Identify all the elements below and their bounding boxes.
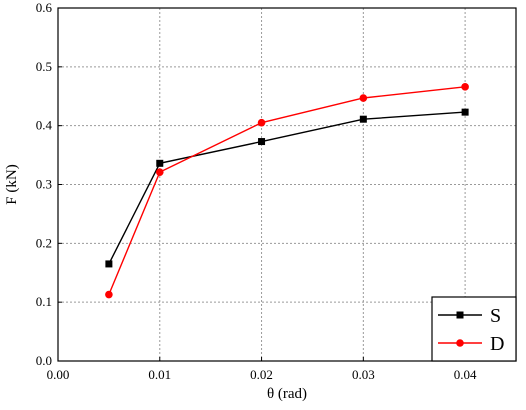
series-line bbox=[108, 86, 466, 295]
x-tick-label: 0.01 bbox=[148, 367, 171, 382]
legend-box bbox=[431, 296, 517, 362]
series-S bbox=[105, 108, 469, 268]
legend-label: D bbox=[490, 333, 504, 355]
y-axis: 0.0 0.1 0.2 0.3 0.4 0.5 0.6 bbox=[36, 0, 62, 368]
y-axis-label: F (kN) bbox=[4, 164, 20, 204]
legend-marker bbox=[456, 311, 464, 319]
series bbox=[105, 83, 469, 299]
x-tick-label: 0.04 bbox=[454, 367, 477, 382]
y-tick-label: 0.5 bbox=[36, 59, 52, 74]
series-D bbox=[105, 83, 469, 299]
y-tick-label: 0.4 bbox=[36, 118, 53, 133]
data-point bbox=[105, 260, 113, 268]
data-point bbox=[156, 159, 164, 167]
y-tick-label: 0.6 bbox=[36, 0, 53, 15]
data-point bbox=[461, 83, 469, 91]
x-tick-label: 0.00 bbox=[47, 367, 70, 382]
y-tick-label: 0.0 bbox=[36, 353, 52, 368]
data-point bbox=[257, 118, 266, 127]
legend-label: S bbox=[490, 305, 501, 327]
x-tick-label: 0.03 bbox=[352, 367, 375, 382]
legend: SD bbox=[431, 296, 517, 362]
y-tick-label: 0.3 bbox=[36, 177, 52, 192]
series-line bbox=[108, 111, 466, 265]
grid bbox=[58, 8, 516, 361]
data-point bbox=[461, 108, 469, 116]
x-axis: 0.00 0.01 0.02 0.03 0.04 bbox=[47, 357, 477, 382]
data-point bbox=[359, 115, 367, 123]
x-axis-label: θ (rad) bbox=[267, 386, 307, 402]
y-tick-label: 0.2 bbox=[36, 235, 52, 250]
data-point bbox=[258, 138, 266, 146]
data-point bbox=[155, 168, 164, 176]
legend-item-S: S bbox=[438, 305, 501, 327]
legend-marker bbox=[456, 339, 464, 347]
data-point bbox=[359, 94, 368, 102]
y-tick-label: 0.1 bbox=[36, 294, 52, 309]
legend-item-D: D bbox=[438, 333, 504, 355]
x-tick-label: 0.02 bbox=[250, 367, 273, 382]
data-point bbox=[105, 290, 113, 299]
